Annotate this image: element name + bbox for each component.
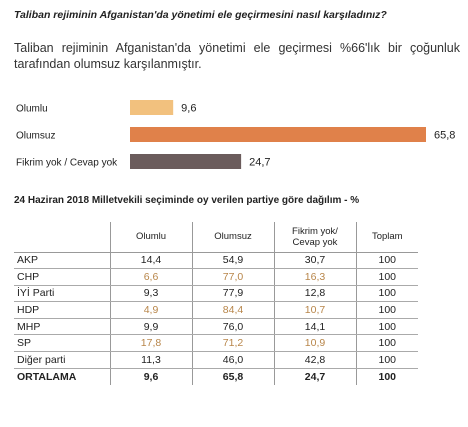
distribution-table: Olumlu Olumsuz Fikrim yok/ Cevap yok Top… (14, 222, 418, 385)
table-cell: 100 (355, 334, 418, 353)
header-toplam: Toplam (355, 222, 418, 253)
party-name: HDP (14, 301, 110, 319)
table-average-row: ORTALAMA 9,6 65,8 24,7 100 (14, 368, 418, 385)
table-cell: 46,0 (191, 351, 274, 369)
party-name: AKP (14, 252, 110, 270)
table-cell: 16,3 (273, 268, 356, 286)
table-cell: 71,2 (191, 334, 274, 353)
table-cell: 100 (355, 368, 418, 385)
table-row: AKP 14,4 54,9 30,7 100 (14, 252, 418, 270)
header-olumsuz: Olumsuz (191, 222, 274, 253)
table-row: CHP 6,6 77,0 16,3 100 (14, 268, 418, 286)
table-header-row: Olumlu Olumsuz Fikrim yok/ Cevap yok Top… (14, 222, 418, 253)
table-cell: 77,0 (191, 268, 274, 286)
table-cell: 100 (355, 252, 418, 270)
table-cell: 42,8 (273, 351, 356, 369)
party-name: Diğer parti (14, 351, 110, 369)
bar (130, 154, 242, 169)
table-row: MHP 9,9 76,0 14,1 100 (14, 318, 418, 336)
bar-value-label: 65,8 (434, 130, 455, 142)
table-cell: 100 (355, 268, 418, 286)
table-cell: 12,8 (273, 285, 356, 303)
question-title: Taliban rejiminin Afganistan'da yönetimi… (14, 9, 387, 21)
table-cell: 77,9 (191, 285, 274, 303)
bar-category-label: Fikrim yok / Cevap yok (16, 158, 118, 169)
header-party (14, 222, 110, 253)
bar-category-label: Olumsuz (16, 131, 55, 142)
table-cell: 100 (355, 301, 418, 319)
table-cell: 9,9 (109, 318, 192, 336)
table-row: HDP 4,9 84,4 10,7 100 (14, 301, 418, 319)
table-row: SP 17,8 71,2 10,9 100 (14, 334, 418, 353)
table-cell: 100 (355, 318, 418, 336)
table-row: Diğer parti 11,3 46,0 42,8 100 (14, 351, 418, 369)
table-cell: 30,7 (273, 252, 356, 270)
table-cell: 11,3 (109, 351, 192, 369)
table-cell: 14,4 (109, 252, 192, 270)
table-cell: 10,9 (273, 334, 356, 353)
table-cell: 17,8 (109, 334, 192, 353)
table-cell: 14,1 (273, 318, 356, 336)
table-title: 24 Haziran 2018 Milletvekili seçiminde o… (14, 195, 360, 206)
table-cell: 84,4 (191, 301, 274, 319)
party-name: CHP (14, 268, 110, 286)
bar-category-label: Olumlu (16, 104, 48, 115)
bar-chart: Olumlu 9,6 Olumsuz 65,8 Fikrim yok / Cevap y… (16, 100, 455, 169)
table-cell: 6,6 (109, 268, 192, 286)
chart-subtitle: Taliban rejiminin Afganistan'da yönetimi… (14, 41, 460, 71)
table-cell: 54,9 (191, 252, 274, 270)
party-name: İYİ Parti (14, 285, 110, 303)
table-cell: 24,7 (273, 368, 356, 385)
party-name: MHP (14, 318, 110, 336)
bar (130, 100, 174, 115)
table-cell: 65,8 (191, 368, 274, 385)
table-cell: 100 (355, 351, 418, 369)
bar-value-label: 9,6 (181, 103, 196, 115)
table-cell: 4,9 (109, 301, 192, 319)
bar-value-label: 24,7 (249, 157, 270, 169)
header-fikrim-yok: Fikrim yok/ Cevap yok (273, 222, 356, 253)
table-row: İYİ Parti 9,3 77,9 12,8 100 (14, 285, 418, 303)
table-cell: 76,0 (191, 318, 274, 336)
party-name: SP (14, 334, 110, 353)
table-cell: 9,3 (109, 285, 192, 303)
table-cell: 9,6 (109, 368, 192, 385)
bar (130, 127, 426, 142)
table-cell: 100 (355, 285, 418, 303)
party-name: ORTALAMA (17, 370, 77, 383)
table-cell: 10,7 (273, 301, 356, 319)
header-olumlu: Olumlu (109, 222, 192, 253)
